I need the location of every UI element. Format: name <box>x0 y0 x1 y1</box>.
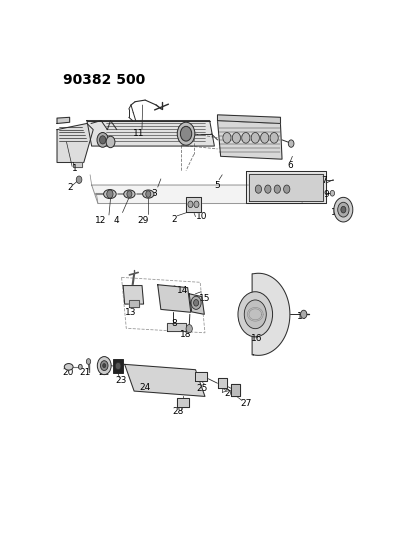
Polygon shape <box>92 185 302 204</box>
Circle shape <box>273 185 280 193</box>
Circle shape <box>185 325 192 333</box>
Text: 24: 24 <box>139 383 150 392</box>
Circle shape <box>300 310 306 318</box>
Polygon shape <box>194 372 207 381</box>
Circle shape <box>283 185 289 193</box>
Polygon shape <box>252 273 289 356</box>
Text: 19: 19 <box>330 208 342 217</box>
Polygon shape <box>217 115 280 124</box>
Circle shape <box>232 133 240 143</box>
Circle shape <box>288 140 293 147</box>
Circle shape <box>222 133 230 143</box>
Text: 12: 12 <box>95 216 107 225</box>
Circle shape <box>177 122 194 145</box>
Polygon shape <box>72 163 82 166</box>
Polygon shape <box>57 124 93 163</box>
Polygon shape <box>57 117 70 124</box>
Circle shape <box>193 300 198 306</box>
Circle shape <box>100 361 108 370</box>
Circle shape <box>97 357 111 375</box>
Polygon shape <box>128 300 139 307</box>
Circle shape <box>106 136 115 148</box>
Polygon shape <box>248 174 322 201</box>
Text: 29: 29 <box>137 216 148 225</box>
Polygon shape <box>245 171 325 204</box>
Text: 4: 4 <box>114 216 119 225</box>
Circle shape <box>337 202 348 217</box>
Circle shape <box>102 364 106 368</box>
Polygon shape <box>217 120 281 159</box>
Circle shape <box>180 126 191 141</box>
Ellipse shape <box>103 190 116 199</box>
Polygon shape <box>167 322 185 330</box>
Text: 1: 1 <box>71 164 77 173</box>
Text: 18: 18 <box>180 330 191 340</box>
Circle shape <box>76 176 82 183</box>
Ellipse shape <box>64 364 73 370</box>
Circle shape <box>269 133 277 143</box>
Text: 3: 3 <box>151 189 157 198</box>
Text: 27: 27 <box>239 399 251 408</box>
Circle shape <box>191 296 200 309</box>
Text: 7: 7 <box>321 176 326 185</box>
Circle shape <box>255 185 261 193</box>
Text: 2: 2 <box>67 183 73 191</box>
Circle shape <box>86 359 90 365</box>
Text: 14: 14 <box>176 286 188 295</box>
Circle shape <box>333 197 352 222</box>
Text: 22: 22 <box>98 368 110 377</box>
Circle shape <box>99 136 106 144</box>
Circle shape <box>264 185 271 193</box>
Ellipse shape <box>142 190 153 198</box>
Text: 17: 17 <box>296 312 307 321</box>
Ellipse shape <box>124 190 135 198</box>
FancyBboxPatch shape <box>113 359 123 373</box>
Polygon shape <box>185 197 200 212</box>
Text: 13: 13 <box>124 308 136 317</box>
Polygon shape <box>230 384 240 395</box>
Text: 20: 20 <box>62 368 74 377</box>
Text: 6: 6 <box>286 161 292 170</box>
Circle shape <box>188 201 192 207</box>
Text: 15: 15 <box>199 294 210 303</box>
Text: 90382 500: 90382 500 <box>63 73 145 87</box>
Polygon shape <box>158 285 190 312</box>
Ellipse shape <box>78 365 82 369</box>
Polygon shape <box>87 120 214 146</box>
Text: 26: 26 <box>224 389 235 398</box>
Text: 25: 25 <box>196 384 207 393</box>
Text: 21: 21 <box>79 368 91 377</box>
Circle shape <box>244 300 266 329</box>
Text: 2: 2 <box>171 215 177 224</box>
Text: 23: 23 <box>115 376 126 385</box>
Circle shape <box>251 133 259 143</box>
Text: 11: 11 <box>133 129 144 138</box>
Circle shape <box>145 191 150 197</box>
Polygon shape <box>123 286 143 304</box>
Circle shape <box>340 206 345 213</box>
Text: 10: 10 <box>196 212 207 221</box>
Polygon shape <box>217 378 226 388</box>
Text: 28: 28 <box>172 408 183 416</box>
Circle shape <box>241 133 249 143</box>
Circle shape <box>127 191 132 197</box>
Text: 8: 8 <box>171 319 177 328</box>
Polygon shape <box>177 398 188 407</box>
Polygon shape <box>189 294 204 314</box>
Circle shape <box>97 133 108 147</box>
Circle shape <box>329 190 334 196</box>
Text: 16: 16 <box>250 334 261 343</box>
Circle shape <box>237 292 272 337</box>
Circle shape <box>194 201 198 207</box>
Circle shape <box>115 362 121 370</box>
Text: 5: 5 <box>214 181 220 190</box>
Circle shape <box>260 133 268 143</box>
Circle shape <box>107 190 113 198</box>
Text: 9: 9 <box>322 190 328 199</box>
Polygon shape <box>124 365 205 397</box>
